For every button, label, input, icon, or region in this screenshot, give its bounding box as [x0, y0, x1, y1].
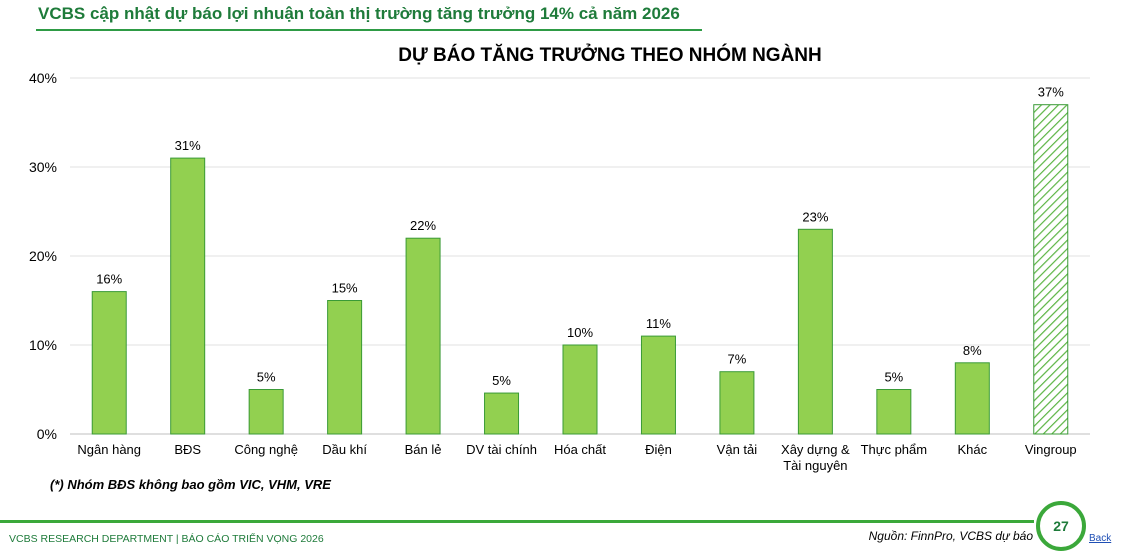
x-category-label: Khác [957, 442, 987, 457]
chart-title: DỰ BÁO TĂNG TRƯỞNG THEO NHÓM NGÀNH [398, 45, 822, 66]
x-category-label: Bán lẻ [405, 442, 442, 457]
x-category-label: Vingroup [1025, 442, 1077, 457]
bar [170, 157, 206, 435]
data-label: 15% [332, 281, 358, 296]
data-label: 23% [802, 209, 828, 224]
y-tick-label: 0% [37, 426, 57, 442]
data-label: 5% [257, 370, 276, 385]
bar [954, 362, 990, 435]
data-label: 10% [567, 325, 593, 340]
bar [719, 371, 755, 435]
bar [327, 300, 363, 435]
bar [484, 392, 520, 435]
data-label: 5% [884, 370, 903, 385]
bar [797, 228, 833, 435]
x-category-label: BĐS [174, 442, 201, 457]
data-label: 11% [646, 316, 671, 331]
x-category-label: DV tài chính [466, 442, 537, 457]
x-category-label: Thực phẩm [861, 442, 928, 457]
x-category-label: Công nghệ [234, 442, 298, 457]
x-category-label: Hóa chất [554, 442, 606, 457]
footer-divider [0, 520, 1034, 523]
y-tick-label: 40% [29, 70, 57, 86]
data-label: 5% [492, 373, 511, 388]
bar [405, 237, 441, 435]
bar [248, 389, 284, 435]
x-category-label: Ngân hàng [77, 442, 141, 457]
footer-source: Nguồn: FinnPro, VCBS dự báo [868, 529, 1033, 543]
data-label: 16% [96, 272, 122, 287]
data-label: 7% [728, 352, 747, 367]
y-tick-label: 30% [29, 159, 57, 175]
data-label: 8% [963, 343, 982, 358]
x-category-label: Điện [645, 442, 672, 457]
page-number-badge: 27 [1036, 501, 1086, 551]
bar [562, 344, 598, 435]
footer-department: VCBS RESEARCH DEPARTMENT | BÁO CÁO TRIỂN… [9, 533, 324, 545]
data-label: 37% [1038, 85, 1064, 100]
data-label: 22% [410, 218, 436, 233]
bar [91, 291, 127, 435]
page-header-title: VCBS cập nhật dự báo lợi nhuận toàn thị … [38, 4, 680, 23]
x-category-label: Vận tải [717, 442, 758, 457]
y-tick-label: 10% [29, 337, 57, 353]
bar [876, 389, 912, 435]
y-tick-label: 20% [29, 248, 57, 264]
data-label: 31% [175, 138, 201, 153]
x-category-label: Dầu khí [322, 442, 367, 457]
header-underline [36, 29, 702, 31]
bar-chart: 0% 10% 20% 30% 40% 16% Ngân hàng 31% BĐS 5% Công n… [29, 70, 1090, 473]
bar [1033, 104, 1069, 435]
bar [640, 335, 676, 435]
chart-footnote: (*) Nhóm BĐS không bao gồm VIC, VHM, VRE [50, 477, 331, 492]
back-link[interactable]: Back [1089, 533, 1112, 544]
x-category-label: Xây dựng & Tài nguyên [781, 442, 850, 473]
